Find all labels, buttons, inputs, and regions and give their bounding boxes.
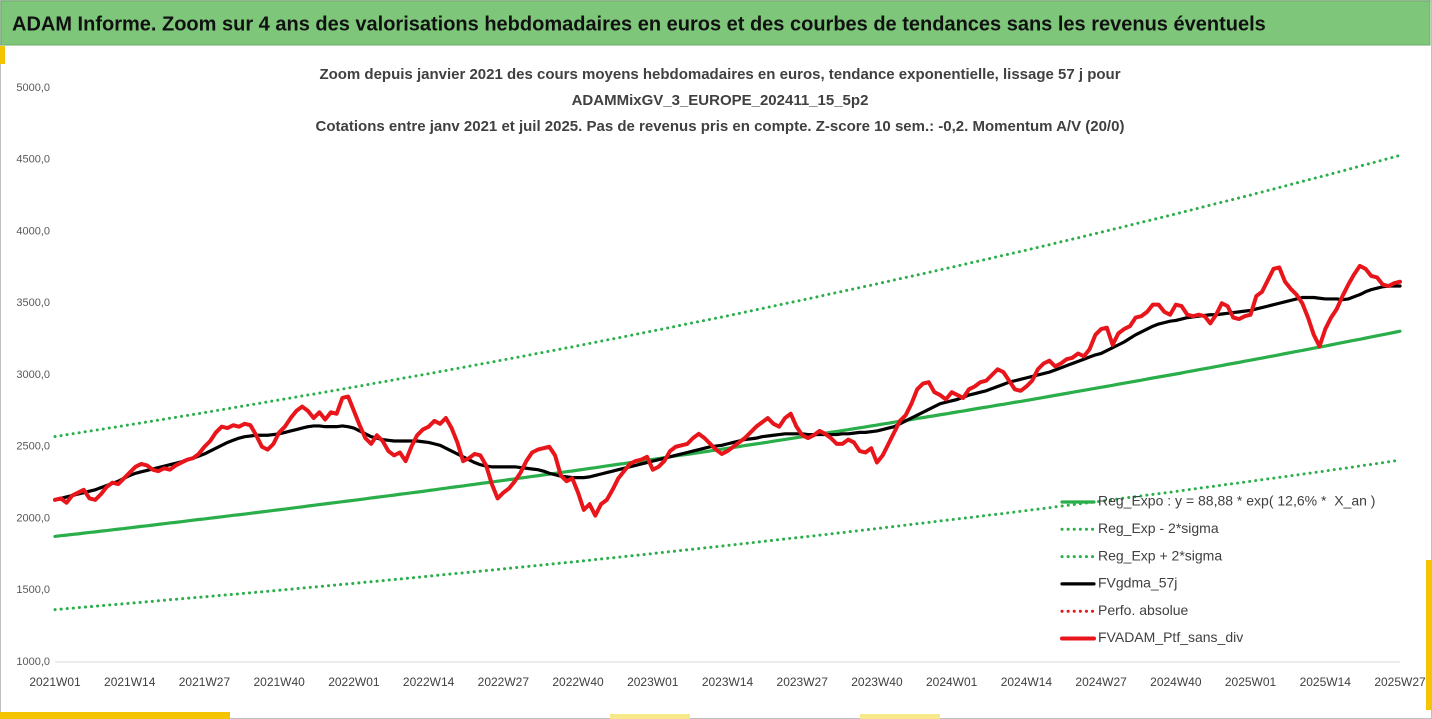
x-tick-label: 2024W40: [1150, 675, 1202, 689]
series-line: [53, 458, 1402, 612]
deco: [0, 712, 230, 719]
x-tick-label: 2023W27: [777, 675, 829, 689]
x-tick-label: 2024W27: [1075, 675, 1127, 689]
y-tick-label: 4500,0: [16, 154, 50, 166]
x-tick-label: 2021W40: [253, 675, 305, 689]
x-tick-label: 2025W01: [1225, 675, 1277, 689]
header-title: ADAM Informe. Zoom sur 4 ans des valoris…: [12, 13, 1266, 35]
y-tick-label: 5000,0: [16, 82, 50, 94]
x-tick-label: 2022W01: [328, 675, 380, 689]
x-tick-label: 2024W01: [926, 675, 978, 689]
y-tick-label: 2000,0: [16, 512, 50, 524]
legend-label: Perfo. absolue: [1098, 602, 1188, 618]
series-line: [53, 263, 1402, 518]
chart-title: Cotations entre janv 2021 et juil 2025. …: [316, 118, 1125, 135]
x-tick-label: 2023W14: [702, 675, 754, 689]
x-tick-label: 2021W14: [104, 675, 156, 689]
x-tick-label: 2021W01: [29, 675, 81, 689]
y-tick-label: 3500,0: [16, 297, 50, 309]
deco: [0, 46, 5, 64]
x-tick-label: 2022W40: [552, 675, 604, 689]
x-tick-label: 2023W01: [627, 675, 679, 689]
deco: [860, 714, 940, 719]
legend-label: Reg_Expo : y = 88,88 * exp( 12,6% * X_an…: [1098, 493, 1375, 509]
x-tick-label: 2023W40: [851, 675, 903, 689]
deco: [610, 714, 690, 719]
chart-title: ADAMMixGV_3_EUROPE_202411_15_5p2: [572, 92, 869, 109]
y-tick-label: 4000,0: [16, 225, 50, 237]
legend-label: Reg_Exp - 2*sigma: [1098, 520, 1219, 536]
y-tick-label: 1000,0: [16, 656, 50, 668]
series-line: [53, 153, 1402, 439]
x-tick-label: 2025W27: [1374, 675, 1426, 689]
y-tick-label: 1500,0: [16, 584, 50, 596]
x-tick-label: 2021W27: [179, 675, 231, 689]
x-tick-label: 2022W27: [478, 675, 530, 689]
y-tick-label: 2500,0: [16, 441, 50, 453]
deco: [1426, 560, 1432, 710]
legend-label: FVgdma_57j: [1098, 575, 1177, 591]
x-tick-label: 2025W14: [1300, 675, 1352, 689]
legend-label: FVADAM_Ptf_sans_div: [1098, 629, 1243, 645]
series-line: [53, 329, 1402, 539]
legend-label: Reg_Exp + 2*sigma: [1098, 547, 1222, 563]
chart-title: Zoom depuis janvier 2021 des cours moyen…: [319, 66, 1120, 83]
y-tick-label: 3000,0: [16, 369, 50, 381]
x-tick-label: 2022W14: [403, 675, 455, 689]
header-bar: [0, 0, 1431, 46]
x-tick-label: 2024W14: [1001, 675, 1053, 689]
